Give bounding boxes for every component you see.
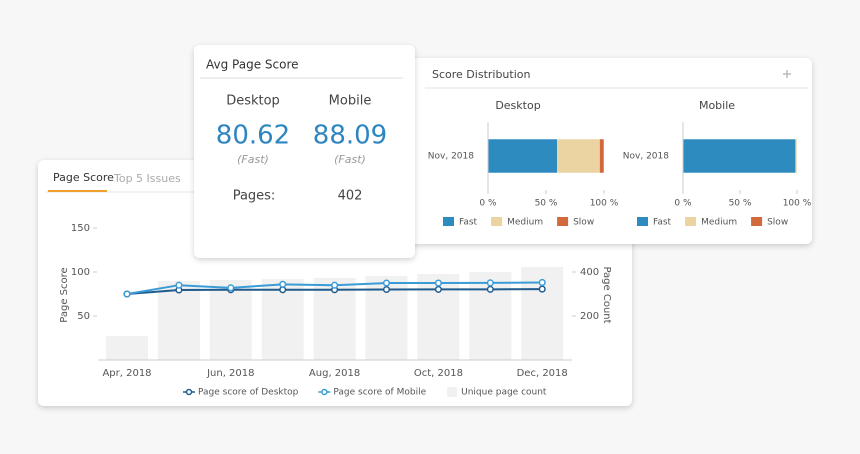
x-tick-label: 0 % bbox=[674, 199, 692, 209]
legend-label: Medium bbox=[507, 218, 543, 228]
legend-label: Slow bbox=[573, 218, 594, 228]
legend-swatch bbox=[443, 217, 454, 226]
x-tick-label: 50 % bbox=[729, 199, 752, 209]
legend-swatch bbox=[685, 217, 697, 226]
marker bbox=[486, 279, 494, 287]
marker bbox=[227, 284, 235, 292]
column-label: Mobile bbox=[329, 94, 372, 109]
legend-label: Page score of Desktop bbox=[198, 388, 299, 398]
x-tick-label: 100 % bbox=[783, 199, 812, 209]
marker bbox=[538, 285, 546, 293]
tab[interactable]: Page Score bbox=[53, 171, 114, 184]
bar-segment bbox=[487, 138, 558, 174]
y2-tick-label: 200 bbox=[580, 311, 599, 322]
marker bbox=[486, 285, 494, 293]
x-tick-label: Apr, 2018 bbox=[102, 368, 151, 379]
y2-tick-label: 400 bbox=[580, 267, 599, 278]
tab[interactable]: Top 5 Issues bbox=[113, 172, 181, 185]
rating: (Fast) bbox=[334, 153, 366, 166]
legend-swatch bbox=[447, 387, 458, 397]
pages-value: 402 bbox=[338, 189, 363, 204]
legend-label: Medium bbox=[701, 218, 737, 228]
card-title: Avg Page Score bbox=[206, 58, 299, 72]
chart-title: Desktop bbox=[495, 99, 540, 112]
legend-swatch bbox=[637, 217, 648, 226]
x-tick-label: Oct, 2018 bbox=[414, 368, 463, 379]
legend-swatch bbox=[751, 217, 763, 226]
legend-swatch bbox=[491, 217, 503, 226]
marker bbox=[434, 285, 442, 293]
column-label: Desktop bbox=[226, 94, 280, 109]
y-tick-label: 100 bbox=[71, 267, 90, 278]
distribution-card: Score Distribution Desktop Nov, 2018 0 % 50… bbox=[395, 58, 812, 244]
card bbox=[194, 45, 415, 258]
legend-label: Fast bbox=[459, 218, 478, 228]
x-tick-label: Dec, 2018 bbox=[517, 368, 568, 379]
marker bbox=[123, 290, 131, 298]
x-tick-label: 50 % bbox=[535, 199, 558, 209]
marker bbox=[382, 285, 391, 294]
legend-label: Page score of Mobile bbox=[333, 388, 426, 398]
y-tick-label: 50 bbox=[77, 311, 90, 322]
bar-segment bbox=[557, 138, 600, 174]
marker bbox=[331, 281, 339, 289]
y-tick-label: 150 bbox=[71, 223, 90, 234]
marker bbox=[538, 278, 546, 287]
y-axis-title: Page Score bbox=[59, 267, 70, 322]
y-tick-label: Nov, 2018 bbox=[428, 152, 474, 162]
legend-marker bbox=[185, 388, 193, 396]
marker bbox=[175, 281, 183, 289]
marker bbox=[382, 279, 391, 287]
rating: (Fast) bbox=[237, 153, 269, 166]
score: 88.09 bbox=[313, 121, 387, 151]
bar-segment bbox=[599, 138, 605, 174]
card-title: Score Distribution bbox=[432, 68, 531, 81]
bar-segment bbox=[795, 138, 798, 174]
add-icon[interactable] bbox=[783, 70, 791, 78]
avg-card: Avg Page Score Desktop Mobile 80.62 88.0… bbox=[194, 45, 415, 258]
legend-label: Unique page count bbox=[461, 388, 547, 398]
legend-swatch bbox=[557, 217, 569, 226]
chart-title: Mobile bbox=[699, 99, 735, 112]
bar bbox=[106, 336, 148, 360]
x-tick-label: Jun, 2018 bbox=[206, 368, 254, 379]
y-tick-label: Nov, 2018 bbox=[623, 152, 669, 162]
legend-label: Fast bbox=[653, 218, 672, 228]
y2-axis-title: Page Count bbox=[601, 266, 612, 323]
x-tick-label: 0 % bbox=[479, 199, 497, 209]
marker bbox=[434, 279, 442, 287]
x-tick-label: Aug, 2018 bbox=[309, 368, 360, 379]
legend-marker bbox=[321, 388, 328, 396]
pages-label: Pages: bbox=[233, 189, 276, 204]
legend-label: Slow bbox=[767, 218, 788, 228]
bar-segment bbox=[682, 138, 797, 174]
bar bbox=[157, 281, 200, 360]
x-tick-label: 100 % bbox=[590, 199, 619, 209]
marker bbox=[279, 280, 287, 288]
score: 80.62 bbox=[216, 121, 290, 151]
